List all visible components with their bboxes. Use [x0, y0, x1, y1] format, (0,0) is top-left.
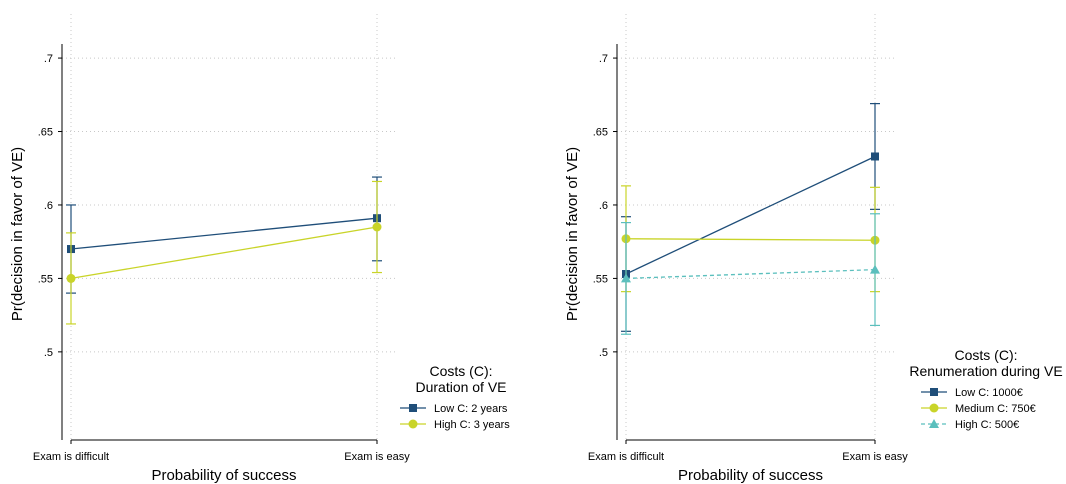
y-tick-label: .5 — [599, 347, 608, 359]
legend-item-label: Low C: 1000€ — [955, 387, 1023, 399]
series-2 — [66, 180, 382, 325]
chart-panel-2: .5 .55 .6 .65 .7 Exam is difficult Exam is eas… — [564, 14, 1063, 484]
x-tick-label: Exam is difficult — [33, 451, 109, 463]
legend-title-line-2: Duration of VE — [415, 379, 506, 395]
legend-item-label: High C: 500€ — [955, 419, 1019, 431]
series-1 — [66, 176, 382, 294]
series-line — [625, 155, 876, 275]
x-tick-label: Exam is easy — [842, 451, 908, 463]
legend-title-line-1: Costs (C): — [955, 347, 1018, 363]
series-line — [70, 217, 378, 250]
legend-title-line-2: Renumeration during VE — [909, 363, 1062, 379]
series-line — [70, 226, 378, 280]
y-tick-label: .55 — [593, 273, 608, 285]
series-line — [625, 238, 876, 241]
y-tick-label: .7 — [599, 53, 608, 65]
legend-item-label: Low C: 2 years — [434, 403, 508, 415]
y-tick-label: .6 — [44, 200, 53, 212]
legend-swatch-marker — [409, 404, 417, 412]
legend-title-line-1: Costs (C): — [430, 363, 493, 379]
series-2 — [621, 185, 880, 293]
legend-swatch-marker — [929, 403, 939, 413]
x-tick-label: Exam is difficult — [588, 451, 664, 463]
data-point — [66, 273, 76, 283]
data-point — [372, 222, 382, 232]
legend: Costs (C):Duration of VE Low C: 2 years Hi… — [400, 363, 510, 431]
data-point — [870, 264, 880, 274]
x-axis-label: Probability of success — [151, 467, 296, 484]
legend: Costs (C):Renumeration during VE Low C: 1… — [909, 347, 1062, 431]
series-line — [625, 268, 876, 280]
legend-swatch-marker — [930, 388, 938, 396]
y-tick-label: .55 — [38, 273, 53, 285]
y-axis-label: Pr(decision in favor of VE) — [564, 147, 581, 321]
chart-panel-1: .5 .55 .6 .65 .7 Exam is difficult Exam is eas… — [9, 14, 510, 484]
series-1 — [621, 103, 880, 332]
y-tick-label: .7 — [44, 53, 53, 65]
legend-item-label: High C: 3 years — [434, 419, 510, 431]
data-point — [871, 152, 879, 161]
series-3 — [621, 213, 880, 335]
y-tick-label: .65 — [593, 127, 608, 139]
y-tick-label: .5 — [44, 347, 53, 359]
legend-swatch-marker — [929, 419, 939, 428]
x-axis-label: Probability of success — [678, 467, 823, 484]
legend-swatch-marker — [408, 419, 418, 429]
y-axis-label: Pr(decision in favor of VE) — [9, 147, 26, 321]
y-tick-label: .6 — [599, 200, 608, 212]
x-tick-label: Exam is easy — [344, 451, 410, 463]
y-tick-label: .65 — [38, 127, 53, 139]
data-point — [621, 273, 631, 283]
legend-item-label: Medium C: 750€ — [955, 403, 1036, 415]
